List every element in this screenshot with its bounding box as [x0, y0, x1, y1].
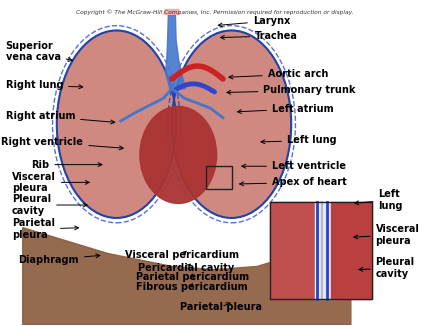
Polygon shape [23, 221, 351, 325]
Text: Rib: Rib [31, 160, 102, 170]
Text: Left atrium: Left atrium [238, 104, 334, 114]
Text: Pleural
cavity: Pleural cavity [12, 194, 87, 216]
Text: Visceral
pleura: Visceral pleura [354, 224, 419, 245]
Text: Right lung: Right lung [6, 81, 83, 90]
Bar [270, 202, 372, 299]
Text: Larynx: Larynx [218, 16, 290, 27]
Text: Parietal
pleura: Parietal pleura [12, 218, 79, 240]
Ellipse shape [140, 106, 216, 203]
Text: Left lung: Left lung [261, 135, 337, 145]
Text: Pleural
cavity: Pleural cavity [359, 257, 415, 279]
Text: Superior
vena cava: Superior vena cava [6, 41, 72, 62]
Bar [331, 202, 372, 299]
Bar [206, 166, 232, 189]
Text: Pulmonary trunk: Pulmonary trunk [227, 85, 356, 95]
Bar [315, 202, 335, 299]
Text: Pericardial cavity: Pericardial cavity [138, 263, 234, 273]
Text: Parietal pleura: Parietal pleura [181, 302, 262, 312]
Text: Diaphragm: Diaphragm [19, 254, 100, 265]
Polygon shape [165, 11, 185, 89]
Text: Right ventricle: Right ventricle [1, 137, 123, 150]
Text: Aortic arch: Aortic arch [229, 69, 328, 79]
Polygon shape [164, 9, 180, 14]
Text: Apex of heart: Apex of heart [240, 177, 347, 187]
Text: Copyright © The McGraw-Hill Companies, Inc. Permission required for reproduction: Copyright © The McGraw-Hill Companies, I… [76, 9, 353, 15]
Text: Left
lung: Left lung [355, 189, 403, 211]
Ellipse shape [172, 30, 291, 218]
Text: Fibrous pericardium: Fibrous pericardium [136, 282, 247, 292]
Text: Trachea: Trachea [220, 31, 298, 41]
Text: Visceral
pleura: Visceral pleura [12, 171, 89, 193]
Text: Left ventricle: Left ventricle [242, 161, 346, 171]
Text: Visceral pericardium: Visceral pericardium [125, 250, 239, 260]
Bar [270, 202, 321, 299]
Text: Parietal pericardium: Parietal pericardium [136, 272, 249, 282]
Text: Right atrium: Right atrium [6, 111, 115, 124]
Ellipse shape [57, 30, 176, 218]
